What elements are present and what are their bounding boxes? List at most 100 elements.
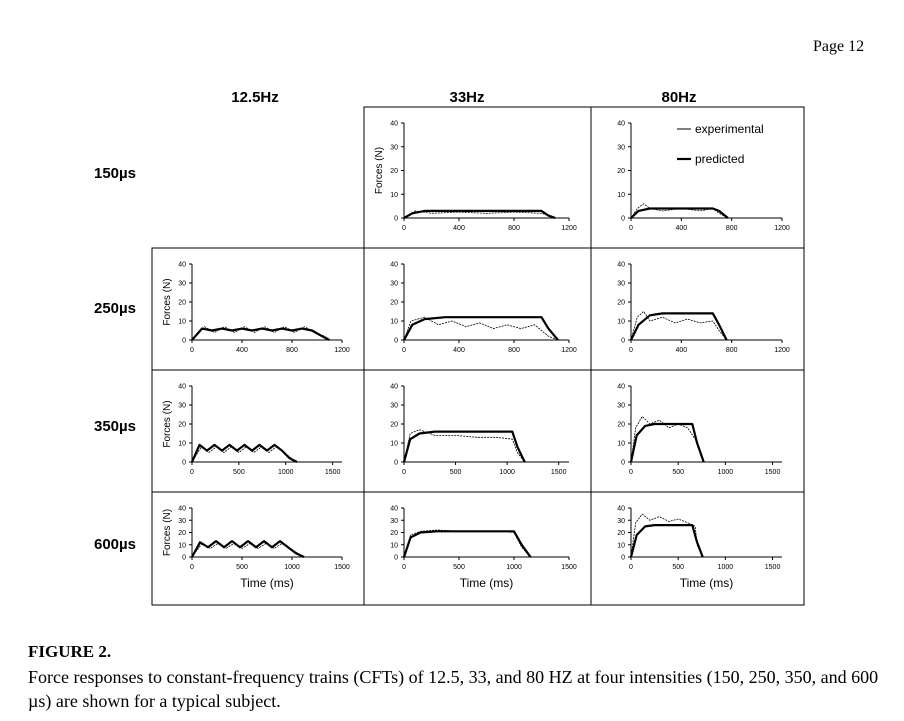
y-tick-label-1-2: 20 [617, 168, 625, 175]
y-axis-label-5: Forces (N) [162, 400, 173, 447]
row-label-600us: 600µs [94, 536, 137, 553]
y-tick-label-0-0: 0 [394, 216, 398, 223]
x-tick-label-10-0: 0 [629, 564, 633, 571]
y-tick-label-2-4: 40 [178, 262, 186, 269]
legend-label-predicted: predicted [695, 152, 744, 166]
figure-caption-text: Force responses to constant-frequency tr… [28, 667, 879, 711]
series-predicted-7 [629, 422, 705, 463]
y-tick-label-10-2: 20 [617, 530, 625, 537]
x-tick-label-10-2: 1000 [718, 564, 734, 571]
y-tick-label-10-4: 40 [617, 506, 625, 513]
y-tick-label-3-4: 40 [390, 262, 398, 269]
panel-frame-0 [363, 106, 592, 249]
y-tick-label-1-4: 40 [617, 121, 625, 128]
column-header-80hz: 80Hz [661, 89, 697, 106]
series-predicted-8 [191, 539, 305, 558]
legend-label-experimental: experimental [695, 122, 764, 136]
x-tick-label-3-1: 400 [453, 347, 465, 354]
x-tick-label-4-3: 1200 [774, 347, 790, 354]
y-tick-label-6-1: 10 [390, 441, 398, 448]
y-tick-label-1-1: 10 [617, 192, 625, 199]
x-tick-label-6-1: 500 [450, 469, 462, 476]
series-experimental-3 [403, 316, 559, 341]
y-tick-label-7-4: 40 [617, 384, 625, 391]
series-experimental-4 [630, 311, 727, 341]
page-number: Page 12 [813, 38, 865, 55]
y-tick-label-4-3: 30 [617, 281, 625, 288]
y-tick-label-10-1: 10 [617, 542, 625, 549]
x-tick-label-7-1: 500 [672, 469, 684, 476]
x-tick-label-8-3: 1500 [334, 564, 350, 571]
x-axis-label-8: Time (ms) [240, 576, 294, 590]
y-tick-label-9-0: 0 [394, 555, 398, 562]
y-tick-label-8-2: 20 [178, 530, 186, 537]
x-tick-label-1-0: 0 [629, 225, 633, 232]
series-predicted-5 [190, 443, 298, 463]
panel-frame-3 [363, 247, 592, 371]
series-predicted-10 [629, 523, 704, 558]
panel-frame-10 [590, 491, 805, 606]
x-tick-label-7-0: 0 [629, 469, 633, 476]
x-tick-label-1-1: 400 [675, 225, 687, 232]
series-predicted-0 [403, 209, 556, 220]
x-tick-label-8-2: 1000 [284, 564, 300, 571]
series-predicted-6 [402, 430, 526, 463]
row-label-350us: 350µs [94, 418, 137, 435]
series-experimental-2 [191, 326, 330, 341]
y-tick-label-7-3: 30 [617, 403, 625, 410]
y-tick-label-9-3: 30 [390, 518, 398, 525]
y-tick-label-10-0: 0 [621, 555, 625, 562]
x-tick-label-0-3: 1200 [561, 225, 577, 232]
y-axis-label-0: Forces (N) [374, 147, 385, 194]
y-tick-label-2-3: 30 [178, 281, 186, 288]
y-tick-label-7-0: 0 [621, 460, 625, 467]
series-predicted-4 [630, 312, 728, 341]
y-tick-label-8-4: 40 [178, 506, 186, 513]
x-tick-label-2-3: 1200 [334, 347, 350, 354]
series-experimental-10 [630, 513, 704, 558]
y-tick-label-0-3: 30 [390, 144, 398, 151]
x-tick-label-2-1: 400 [236, 347, 248, 354]
x-tick-label-3-0: 0 [402, 347, 406, 354]
x-tick-label-9-3: 1500 [561, 564, 577, 571]
x-tick-label-5-1: 500 [233, 469, 245, 476]
y-tick-label-5-1: 10 [178, 441, 186, 448]
y-tick-label-5-3: 30 [178, 403, 186, 410]
series-experimental-0 [403, 210, 556, 219]
figure-caption-title: FIGURE 2. [28, 642, 112, 661]
y-tick-label-5-4: 40 [178, 384, 186, 391]
series-experimental-9 [403, 529, 531, 558]
x-tick-label-1-3: 1200 [774, 225, 790, 232]
y-tick-label-6-3: 30 [390, 403, 398, 410]
y-tick-label-8-1: 10 [178, 542, 186, 549]
series-experimental-8 [191, 543, 305, 558]
x-tick-label-1-2: 800 [726, 225, 738, 232]
x-tick-label-5-2: 1000 [278, 469, 294, 476]
x-tick-label-6-0: 0 [402, 469, 406, 476]
x-tick-label-10-3: 1500 [765, 564, 781, 571]
y-tick-label-5-2: 20 [178, 422, 186, 429]
y-tick-label-6-2: 20 [390, 422, 398, 429]
series-experimental-1 [630, 203, 729, 219]
y-tick-label-3-1: 10 [390, 319, 398, 326]
x-tick-label-0-1: 400 [453, 225, 465, 232]
x-tick-label-2-0: 0 [190, 347, 194, 354]
y-tick-label-0-1: 10 [390, 192, 398, 199]
y-tick-label-0-2: 20 [390, 168, 398, 175]
y-tick-label-2-2: 20 [178, 300, 186, 307]
y-tick-label-4-0: 0 [621, 338, 625, 345]
x-tick-label-0-2: 800 [508, 225, 520, 232]
y-tick-label-7-1: 10 [617, 441, 625, 448]
y-tick-label-9-4: 40 [390, 506, 398, 513]
x-tick-label-4-2: 800 [726, 347, 738, 354]
x-tick-label-4-0: 0 [629, 347, 633, 354]
y-tick-label-9-1: 10 [390, 542, 398, 549]
x-tick-label-9-1: 500 [453, 564, 465, 571]
x-tick-label-4-1: 400 [675, 347, 687, 354]
x-tick-label-5-3: 1500 [325, 469, 341, 476]
y-tick-label-8-3: 30 [178, 518, 186, 525]
x-tick-label-8-1: 500 [236, 564, 248, 571]
y-tick-label-8-0: 0 [182, 555, 186, 562]
y-tick-label-7-2: 20 [617, 422, 625, 429]
